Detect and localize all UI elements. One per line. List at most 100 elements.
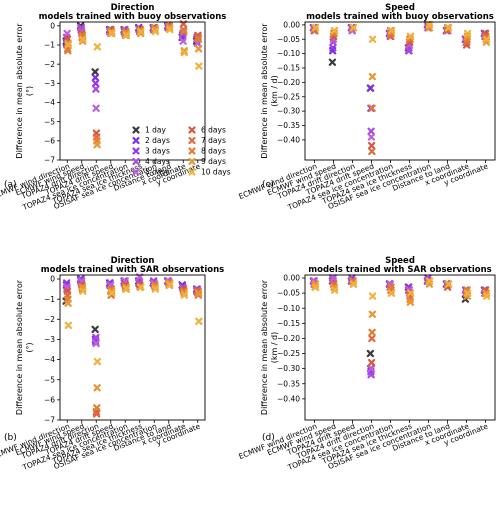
y-tick-label: −5 xyxy=(44,117,55,126)
data-point xyxy=(367,133,376,141)
legend-marker xyxy=(132,147,140,155)
plot-frame xyxy=(304,21,496,161)
data-point xyxy=(91,325,99,334)
panel-title: Speed xyxy=(385,256,415,266)
data-point xyxy=(195,62,203,70)
legend-label: 7 days xyxy=(201,136,226,145)
data-point xyxy=(79,287,87,295)
legend-marker xyxy=(132,168,140,176)
data-point xyxy=(366,349,375,358)
data-point xyxy=(367,127,375,135)
legend-label: 6 days xyxy=(201,126,226,135)
y-axis-label: Difference in mean absolute error xyxy=(260,279,269,415)
data-point xyxy=(330,286,339,294)
panel-title: Direction xyxy=(111,256,155,266)
y-tick-label: 0 xyxy=(50,275,55,284)
data-point xyxy=(367,370,375,379)
legend-label: 9 days xyxy=(201,157,226,166)
y-tick-label: −7 xyxy=(44,156,55,165)
data-point xyxy=(92,333,100,342)
data-point xyxy=(63,29,71,38)
legend-label: 8 days xyxy=(201,147,226,156)
data-point xyxy=(444,280,453,288)
data-point xyxy=(368,72,377,81)
y-tick-label: −1 xyxy=(44,295,55,304)
data-point xyxy=(151,27,160,36)
y-tick-label: −2 xyxy=(44,60,55,69)
data-point xyxy=(93,357,102,366)
data-point xyxy=(482,292,491,300)
data-point xyxy=(64,321,73,330)
data-point xyxy=(92,410,101,418)
panel-title: Speed xyxy=(385,3,415,13)
y-tick-label: −0.05 xyxy=(277,289,300,298)
y-tick-label: −0.40 xyxy=(277,394,300,403)
y-tick-label: −4 xyxy=(44,355,55,364)
data-point xyxy=(482,35,491,43)
data-point xyxy=(91,79,100,88)
y-tick-label: −0.05 xyxy=(277,35,300,44)
data-point xyxy=(366,84,375,92)
y-tick-label: −0.20 xyxy=(277,78,300,87)
data-point xyxy=(387,26,396,35)
data-point xyxy=(405,47,413,55)
y-tick-label: −0.10 xyxy=(277,49,300,58)
panel-letter: (a) xyxy=(4,180,17,190)
data-point xyxy=(92,104,100,112)
legend-marker xyxy=(188,157,196,166)
data-point xyxy=(122,31,131,40)
y-tick-label: −1 xyxy=(44,41,55,50)
data-point xyxy=(368,35,377,43)
legend-marker xyxy=(188,147,196,155)
data-point xyxy=(368,310,377,318)
data-point xyxy=(349,280,358,288)
data-point xyxy=(463,29,472,38)
data-point xyxy=(93,384,101,392)
data-point xyxy=(406,289,415,297)
plot-frame xyxy=(59,274,206,421)
data-point xyxy=(330,26,339,35)
data-point xyxy=(91,73,100,82)
y-tick-label: −5 xyxy=(44,375,55,384)
y-tick-label: 0.00 xyxy=(283,20,300,29)
y-axis-unit: (°) xyxy=(25,342,34,352)
y-axis-unit: (km / d) xyxy=(270,332,279,364)
data-point xyxy=(91,68,99,76)
data-point xyxy=(444,24,453,32)
y-tick-label: 0 xyxy=(50,21,55,30)
data-point xyxy=(79,35,87,43)
data-point xyxy=(92,85,100,93)
y-tick-label: −4 xyxy=(44,98,55,107)
legend-label: 10 days xyxy=(201,168,231,177)
y-tick-label: −0.35 xyxy=(277,379,300,388)
panel-title: Direction xyxy=(111,3,155,13)
data-point xyxy=(64,47,72,55)
data-point xyxy=(368,334,376,343)
data-point xyxy=(180,48,189,57)
y-tick-label: −2 xyxy=(44,315,55,324)
data-point xyxy=(194,289,203,297)
data-point xyxy=(137,27,145,36)
data-point xyxy=(93,140,101,149)
y-tick-label: −0.25 xyxy=(277,349,300,358)
legend-marker xyxy=(132,136,140,145)
panel-subtitle: models trained with buoy observations xyxy=(306,12,494,22)
data-point xyxy=(368,104,376,112)
legend-label: 2 days xyxy=(145,136,170,145)
data-point xyxy=(368,328,376,337)
legend-label: 1 day xyxy=(145,126,167,135)
data-point xyxy=(137,283,145,291)
data-point xyxy=(93,43,102,51)
legend-marker xyxy=(188,168,196,176)
y-axis-unit: (°) xyxy=(25,86,34,96)
y-tick-label: −0.40 xyxy=(277,135,300,144)
data-point xyxy=(406,32,415,41)
panel-letter: (d) xyxy=(262,433,275,443)
y-tick-label: −6 xyxy=(44,136,55,145)
data-point xyxy=(425,21,434,29)
data-point xyxy=(367,358,376,367)
y-tick-label: 0.00 xyxy=(283,274,300,283)
